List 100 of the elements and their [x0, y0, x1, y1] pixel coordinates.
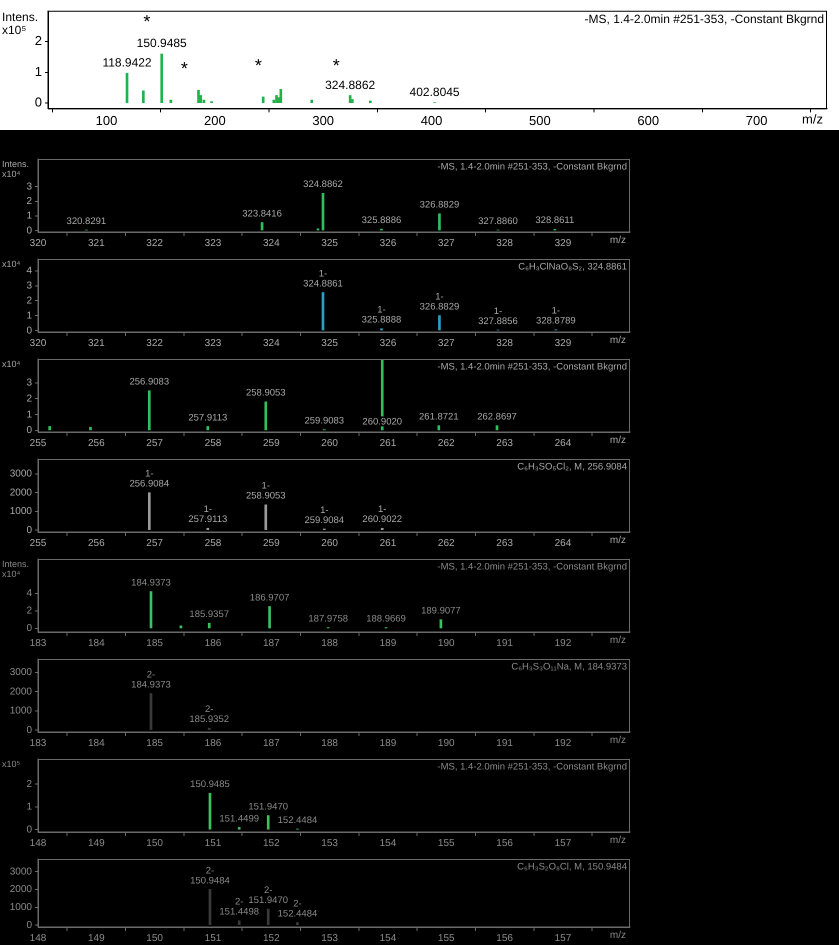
x-tick-label: 157: [554, 838, 572, 849]
x-tick-label: 324: [262, 338, 280, 349]
x-tick-label: 185: [146, 738, 164, 749]
y-tick-label: 2: [26, 606, 32, 617]
annotation: *: [254, 55, 262, 76]
annotation: 258.9053: [246, 388, 286, 399]
x-tick-label: 156: [496, 932, 514, 944]
y-tick-label: 0: [26, 524, 32, 536]
y-tick-label: 1: [26, 409, 32, 420]
y-tick-label: 0: [26, 824, 32, 836]
x-axis-title: m/z: [610, 930, 626, 941]
y-tick-label: 2: [26, 778, 32, 790]
annotation: 2- 184.9373: [131, 669, 171, 690]
x-tick-label: 328: [496, 338, 514, 349]
bar: [126, 72, 128, 103]
annotation: 1- 256.9084: [129, 468, 170, 490]
bar: [266, 815, 270, 830]
annotation: 1- 326.8829: [420, 291, 460, 312]
x-tick-label: 257: [146, 538, 164, 549]
chart-title: -MS, 1.4-2.0min #251-353, -Constant Bkgrnd: [437, 761, 627, 772]
y-tick-label: 0: [26, 724, 32, 736]
x-tick-label: 258: [204, 438, 222, 449]
annotation: 1- 259.9084: [304, 504, 344, 526]
annotation: 150.9485: [190, 779, 230, 790]
chart-title: -MS, 1.4-2.0min #251-353, -Constant Bkgrnd: [437, 361, 627, 372]
annotation: 187.9758: [308, 613, 348, 624]
x-tick-label: 183: [30, 738, 47, 749]
chart-title: C₆H₃S₃O₁₁Na, M, 184.9373: [511, 661, 627, 672]
y-axis-title: Intens. x10⁴: [2, 558, 30, 579]
x-tick-label: 151: [204, 838, 222, 849]
x-tick-label: 191: [496, 638, 514, 649]
annotation: 1- 324.8861: [303, 268, 343, 290]
bar: [438, 315, 441, 330]
annotation: 402.8045: [410, 84, 460, 99]
x-tick-label: 151: [204, 932, 222, 944]
x-axis-title: m/z: [610, 634, 626, 646]
annotation: *: [332, 55, 340, 76]
bar: [296, 922, 299, 926]
x-tick-label: 184: [88, 738, 106, 749]
y-tick-label: 1: [26, 802, 32, 813]
annotation: 257.9113: [188, 412, 228, 424]
x-tick-label: 187: [262, 638, 280, 649]
y-tick-label: 0: [26, 623, 32, 634]
x-tick-label: 325: [321, 338, 338, 349]
annotation: 326.8829: [420, 200, 460, 211]
bar: [438, 213, 441, 230]
x-tick-label: 185: [146, 638, 164, 649]
x-tick-label: 260: [321, 538, 338, 549]
bar: [496, 425, 498, 430]
x-tick-label: 300: [312, 112, 334, 128]
chart-title: C₆H₃ClNaO₈S₂, 324.8861: [518, 261, 627, 272]
x-tick-label: 189: [380, 638, 397, 649]
y-tick-label: 1: [34, 64, 42, 79]
bar: [266, 908, 270, 926]
y-tick-label: 2: [26, 196, 32, 208]
x-tick-label: 157: [554, 932, 572, 944]
x-axis-title: m/z: [610, 434, 626, 446]
bar: [150, 591, 152, 628]
x-tick-label: 149: [88, 838, 106, 849]
x-tick-label: 323: [204, 238, 222, 249]
x-tick-label: 188: [321, 638, 338, 649]
x-tick-label: 187: [262, 738, 280, 749]
x-tick-label: 320: [30, 238, 47, 249]
x-tick-label: 263: [496, 538, 514, 549]
bar: [238, 920, 241, 926]
y-tick-label: 2: [34, 33, 42, 48]
x-tick-label: 255: [30, 538, 47, 549]
y-axis-title: x10⁵: [2, 758, 21, 769]
annotation: 1- 260.9022: [362, 504, 402, 526]
x-tick-label: 192: [554, 738, 572, 749]
y-tick-label: 3: [26, 280, 32, 292]
bar: [322, 192, 324, 230]
annotation: 260.9020: [362, 416, 402, 428]
bar: [264, 504, 268, 530]
x-tick-label: 326: [380, 238, 397, 249]
x-tick-label: 324: [262, 238, 280, 249]
x-tick-label: 500: [529, 112, 551, 128]
x-tick-label: 257: [146, 438, 164, 449]
x-tick-label: 189: [380, 738, 397, 749]
chart-title: -MS, 1.4-2.0min #251-353, -Constant Bkgrnd: [437, 561, 627, 572]
bar: [148, 390, 151, 430]
y-tick-label: 0: [26, 920, 32, 931]
x-tick-label: 320: [30, 338, 47, 349]
x-tick-label: 148: [30, 932, 47, 944]
annotation: 2- 185.9352: [189, 704, 230, 726]
x-tick-label: 323: [204, 338, 222, 349]
x-tick-label: 327: [438, 238, 456, 249]
x-tick-label: 259: [262, 538, 280, 549]
annotation: 261.8721: [419, 412, 459, 423]
annotation: 262.8697: [477, 412, 517, 423]
y-tick-label: 3000: [10, 866, 32, 878]
annotation: 188.9669: [366, 613, 406, 624]
bar: [238, 827, 241, 830]
annotation: 323.8416: [242, 208, 282, 220]
annotation: 1- 258.9053: [246, 480, 286, 502]
x-tick-label: 322: [146, 238, 164, 249]
annotation: 2- 150.9484: [190, 865, 230, 886]
x-tick-label: 325: [321, 238, 338, 249]
bar: [351, 99, 354, 103]
annotation: 324.8862: [303, 179, 343, 190]
